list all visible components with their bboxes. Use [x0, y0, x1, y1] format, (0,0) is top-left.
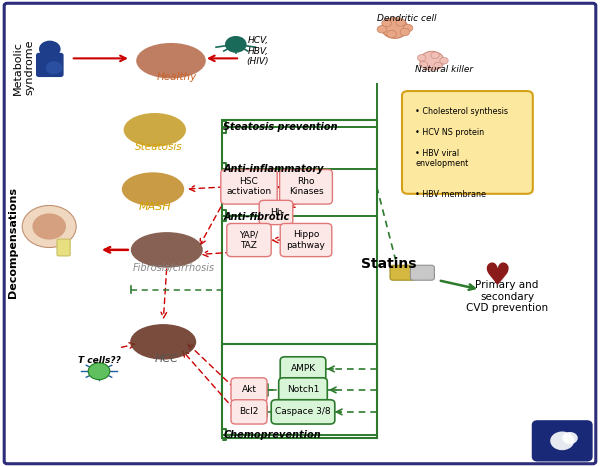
- Text: • HBV membrane: • HBV membrane: [415, 190, 486, 198]
- FancyBboxPatch shape: [222, 344, 377, 438]
- FancyBboxPatch shape: [278, 378, 328, 402]
- Circle shape: [382, 20, 391, 27]
- Circle shape: [420, 51, 444, 70]
- FancyBboxPatch shape: [259, 200, 293, 225]
- FancyBboxPatch shape: [280, 224, 332, 257]
- Circle shape: [22, 205, 76, 248]
- Circle shape: [434, 62, 442, 69]
- Circle shape: [550, 432, 574, 450]
- Circle shape: [431, 52, 439, 58]
- FancyBboxPatch shape: [280, 170, 332, 204]
- Text: Decompensations: Decompensations: [8, 187, 18, 298]
- FancyBboxPatch shape: [410, 265, 434, 280]
- Text: Hippo
pathway: Hippo pathway: [287, 230, 325, 250]
- Circle shape: [403, 24, 413, 32]
- Circle shape: [88, 363, 110, 380]
- Circle shape: [418, 55, 426, 61]
- Text: HCC: HCC: [155, 354, 179, 363]
- Text: Fibrosis/cirrhosis: Fibrosis/cirrhosis: [133, 263, 215, 273]
- Circle shape: [32, 213, 66, 240]
- Circle shape: [382, 18, 408, 38]
- Circle shape: [46, 61, 62, 74]
- Ellipse shape: [131, 232, 203, 268]
- Circle shape: [562, 432, 578, 444]
- FancyBboxPatch shape: [221, 170, 277, 204]
- Text: Chemoprevention: Chemoprevention: [223, 430, 321, 440]
- Text: T cells??: T cells??: [77, 356, 121, 365]
- Text: Rho
Kinases: Rho Kinases: [289, 177, 323, 197]
- Text: Akt: Akt: [241, 385, 257, 395]
- Text: ♥: ♥: [483, 262, 511, 291]
- Text: Anti-inflammatory: Anti-inflammatory: [223, 164, 324, 174]
- Circle shape: [396, 19, 406, 26]
- FancyBboxPatch shape: [533, 421, 592, 460]
- Ellipse shape: [124, 113, 186, 147]
- Ellipse shape: [122, 172, 184, 206]
- FancyBboxPatch shape: [271, 400, 335, 424]
- Text: Metabolic
syndrome: Metabolic syndrome: [13, 40, 35, 95]
- FancyBboxPatch shape: [390, 265, 416, 280]
- FancyBboxPatch shape: [231, 378, 267, 402]
- Circle shape: [387, 30, 397, 38]
- Text: Notch1: Notch1: [287, 385, 319, 395]
- Ellipse shape: [130, 324, 196, 360]
- Circle shape: [377, 26, 386, 33]
- Circle shape: [225, 36, 247, 53]
- Ellipse shape: [136, 43, 206, 78]
- Text: Steatosis: Steatosis: [135, 142, 183, 152]
- Text: • Cholesterol synthesis: • Cholesterol synthesis: [415, 107, 508, 116]
- Text: YAP/
TAZ: YAP/ TAZ: [239, 230, 259, 250]
- Circle shape: [400, 28, 410, 35]
- Text: Steatosis prevention: Steatosis prevention: [223, 121, 338, 132]
- Text: Hh: Hh: [270, 208, 282, 217]
- Text: Statins: Statins: [361, 257, 416, 271]
- Text: Bcl2: Bcl2: [239, 407, 259, 417]
- Text: Healthy: Healthy: [157, 72, 197, 82]
- FancyBboxPatch shape: [227, 224, 271, 257]
- FancyBboxPatch shape: [36, 53, 64, 77]
- Text: Caspace 3/8: Caspace 3/8: [275, 407, 331, 417]
- Text: Primary and
secondary
CVD prevention: Primary and secondary CVD prevention: [466, 280, 548, 313]
- Text: HCV,
HBV,
(HIV): HCV, HBV, (HIV): [247, 36, 269, 66]
- FancyBboxPatch shape: [402, 91, 533, 194]
- Text: HSC
activation: HSC activation: [226, 177, 272, 197]
- Circle shape: [440, 57, 448, 64]
- Text: • HBV viral
envelopment: • HBV viral envelopment: [415, 149, 469, 168]
- FancyBboxPatch shape: [280, 357, 326, 381]
- Circle shape: [419, 61, 428, 68]
- Text: Dendritic cell: Dendritic cell: [377, 14, 437, 23]
- Circle shape: [39, 41, 61, 57]
- FancyBboxPatch shape: [57, 239, 70, 256]
- FancyBboxPatch shape: [222, 120, 377, 396]
- Text: • HCV NS protein: • HCV NS protein: [415, 128, 484, 137]
- Text: Natural killer: Natural killer: [415, 64, 473, 74]
- Text: AMPK: AMPK: [290, 364, 316, 374]
- Text: Anti-fibrotic: Anti-fibrotic: [223, 212, 290, 222]
- Text: MASH: MASH: [139, 202, 171, 212]
- FancyBboxPatch shape: [4, 3, 596, 464]
- FancyBboxPatch shape: [231, 400, 267, 424]
